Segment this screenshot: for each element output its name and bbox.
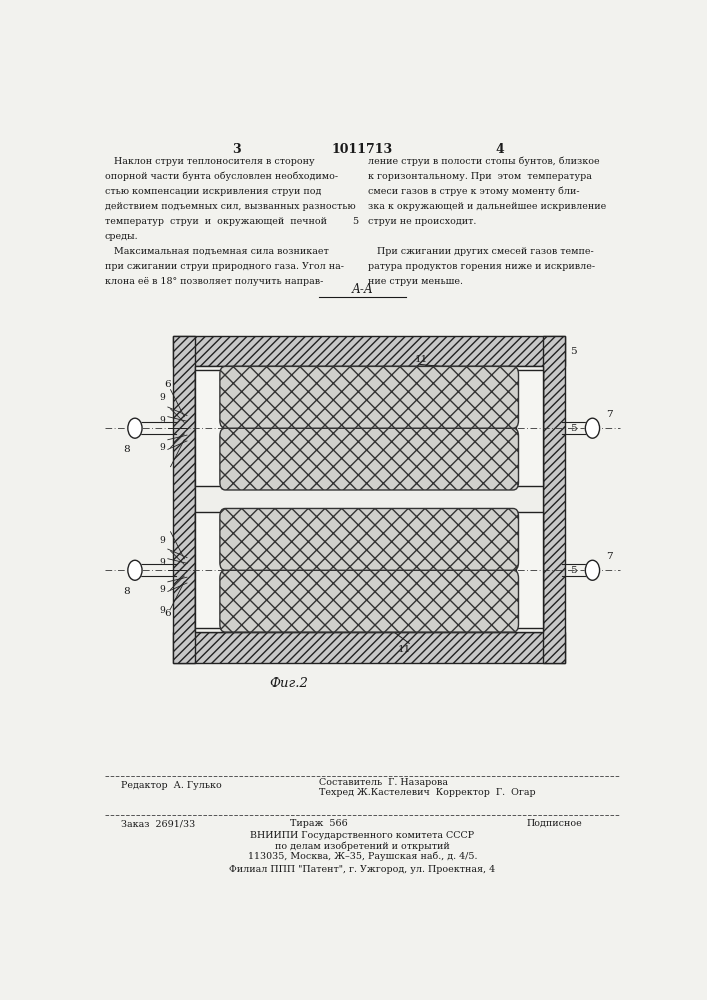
Text: 3: 3	[232, 143, 240, 156]
Text: При сжигании других смесей газов темпе-: При сжигании других смесей газов темпе-	[368, 247, 594, 256]
Text: Филиал ППП "Патент", г. Ужгород, ул. Проектная, 4: Филиал ППП "Патент", г. Ужгород, ул. Про…	[229, 865, 496, 874]
Text: 11: 11	[414, 355, 428, 364]
Text: 7: 7	[606, 552, 613, 561]
FancyBboxPatch shape	[220, 366, 518, 428]
Bar	[173, 336, 565, 366]
Text: 8: 8	[124, 587, 130, 596]
Bar	[543, 336, 565, 663]
Text: 5: 5	[571, 347, 577, 356]
Text: 9: 9	[159, 443, 165, 452]
Text: струи не происходит.: струи не происходит.	[368, 217, 477, 226]
Text: 7: 7	[606, 410, 613, 419]
Text: Подписное: Подписное	[526, 819, 582, 828]
Text: 9: 9	[159, 585, 165, 594]
Text: Наклон струи теплоносителя в сторону: Наклон струи теплоносителя в сторону	[105, 157, 315, 166]
Bar	[173, 336, 195, 663]
Text: при сжигании струи природного газа. Угол на-: при сжигании струи природного газа. Угол…	[105, 262, 344, 271]
Text: Редактор  А. Гулько: Редактор А. Гулько	[122, 781, 222, 790]
Text: действием подъемных сил, вызванных разностью: действием подъемных сил, вызванных разно…	[105, 202, 356, 211]
Text: Тираж  566: Тираж 566	[290, 819, 347, 828]
Bar	[195, 370, 223, 486]
Text: к горизонтальному. При  этом  температура: к горизонтальному. При этом температура	[368, 172, 592, 181]
Bar	[195, 366, 543, 632]
Circle shape	[585, 560, 600, 580]
Text: Фиг.2: Фиг.2	[269, 677, 308, 690]
Text: ратура продуктов горения ниже и искривле-: ратура продуктов горения ниже и искривле…	[368, 262, 595, 271]
Text: 5: 5	[352, 217, 358, 226]
Text: 5: 5	[571, 566, 577, 575]
Text: опорной части бунта обусловлен необходимо-: опорной части бунта обусловлен необходим…	[105, 172, 338, 181]
Text: температур  струи  и  окружающей  печной: температур струи и окружающей печной	[105, 217, 327, 226]
Text: 9: 9	[159, 606, 165, 615]
FancyBboxPatch shape	[220, 508, 518, 570]
Text: 8: 8	[124, 445, 130, 454]
Text: среды.: среды.	[105, 232, 139, 241]
Circle shape	[128, 418, 142, 438]
Text: 9: 9	[159, 536, 165, 545]
Text: 11: 11	[398, 645, 411, 654]
Circle shape	[128, 560, 142, 580]
Bar	[515, 370, 543, 486]
Text: Максимальная подъемная сила возникает: Максимальная подъемная сила возникает	[105, 247, 329, 256]
Text: ние струи меньше.: ние струи меньше.	[368, 277, 463, 286]
Circle shape	[585, 418, 600, 438]
FancyBboxPatch shape	[220, 428, 518, 490]
Bar	[515, 512, 543, 628]
Text: 4: 4	[495, 143, 503, 156]
Text: клона её в 18° позволяет получить направ-: клона её в 18° позволяет получить направ…	[105, 277, 323, 286]
Bar	[173, 632, 565, 663]
Text: 113035, Москва, Ж–35, Раушская наб., д. 4/5.: 113035, Москва, Ж–35, Раушская наб., д. …	[247, 852, 477, 861]
Text: 9: 9	[159, 393, 165, 402]
Text: 9: 9	[159, 558, 165, 567]
Text: Составитель  Г. Назарова: Составитель Г. Назарова	[319, 778, 448, 787]
Text: ление струи в полости стопы бунтов, близкое: ление струи в полости стопы бунтов, близ…	[368, 157, 600, 166]
Text: смеси газов в струе к этому моменту бли-: смеси газов в струе к этому моменту бли-	[368, 187, 580, 196]
Text: по делам изобретений и открытий: по делам изобретений и открытий	[275, 841, 450, 851]
FancyBboxPatch shape	[220, 570, 518, 632]
Text: зка к окружающей и дальнейшее искривление: зка к окружающей и дальнейшее искривлени…	[368, 202, 606, 211]
Text: 5: 5	[571, 424, 577, 433]
Text: 6: 6	[164, 380, 170, 389]
Text: 9: 9	[159, 416, 165, 425]
Text: А-А: А-А	[351, 283, 373, 296]
Text: 1011713: 1011713	[332, 143, 393, 156]
Text: 6: 6	[164, 609, 170, 618]
Text: ВНИИПИ Государственного комитета СССР: ВНИИПИ Государственного комитета СССР	[250, 831, 474, 840]
Bar	[195, 512, 223, 628]
Text: Заказ  2691/33: Заказ 2691/33	[122, 819, 196, 828]
Text: стью компенсации искривления струи под: стью компенсации искривления струи под	[105, 187, 321, 196]
Text: Техред Ж.Кастелевич  Корректор  Г.  Огар: Техред Ж.Кастелевич Корректор Г. Огар	[319, 788, 535, 797]
